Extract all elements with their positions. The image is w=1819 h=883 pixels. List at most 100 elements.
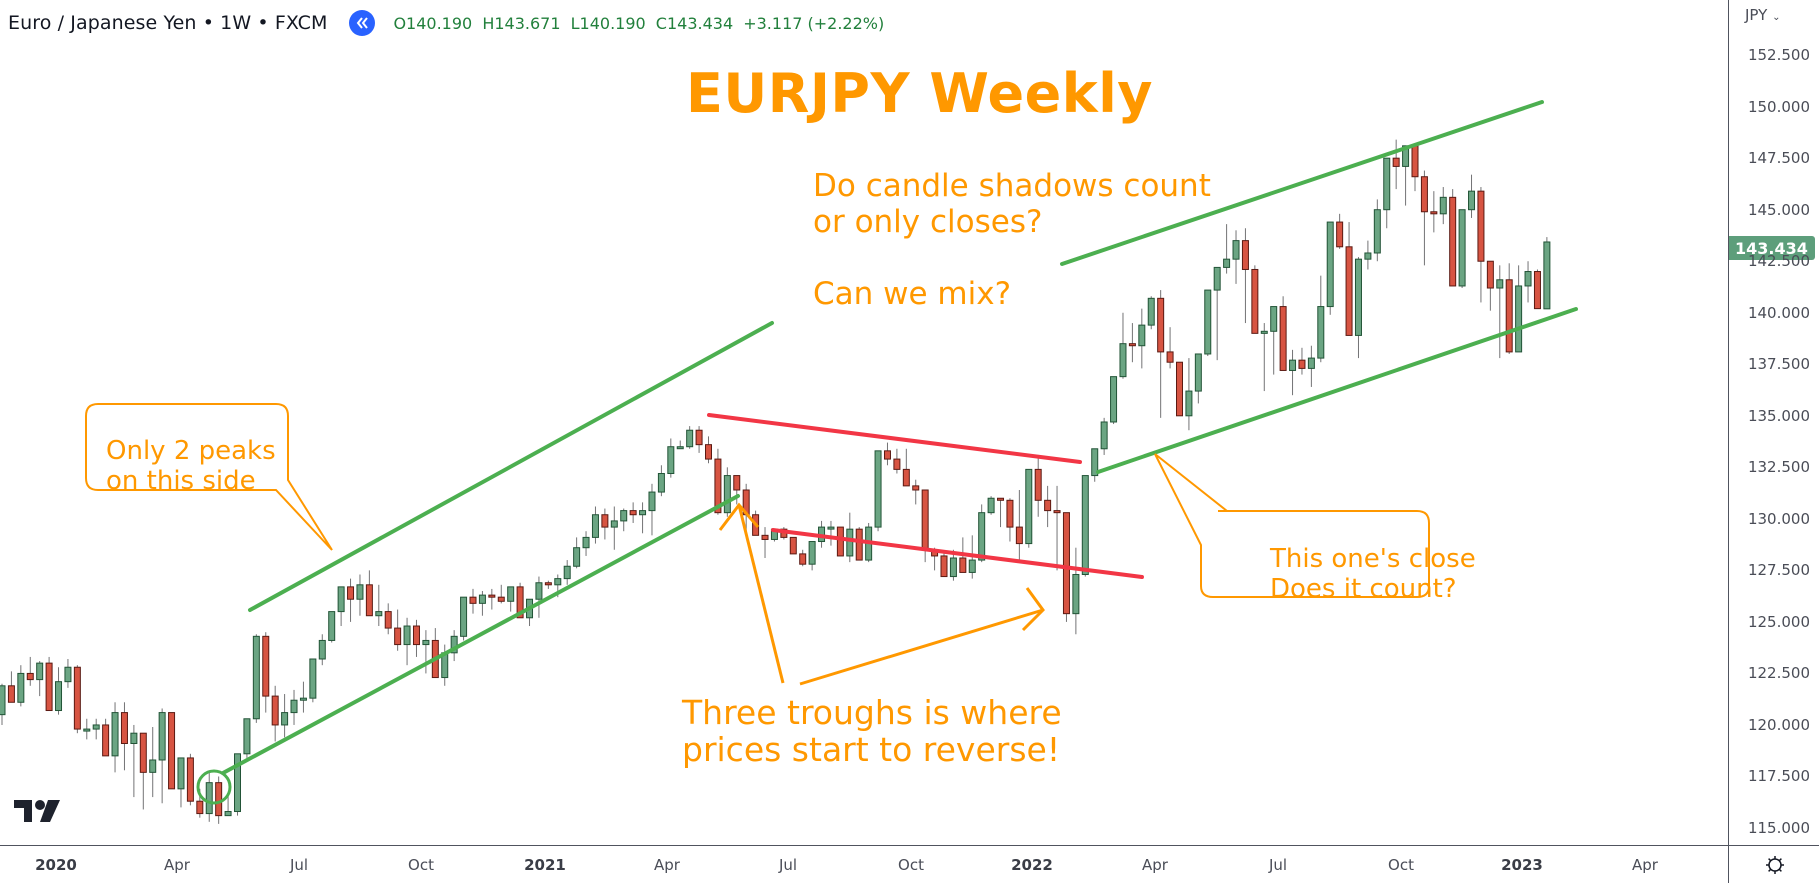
callout-peaks-bubble [85,403,333,551]
chevron-down-icon: ⌄ [1772,12,1781,23]
candle [83,728,91,732]
candle [874,450,882,528]
candle [1383,157,1391,211]
candle [1533,271,1541,310]
candle [648,491,656,512]
channel-lower-2022-line[interactable] [1096,307,1578,474]
current-price-label: 143.434 [1729,236,1815,260]
ohlc-low: L140.190 [570,13,646,33]
chart-annotation-title: EURJPY Weekly [686,62,1153,125]
red-channel-lower-line[interactable] [771,528,1144,579]
double-chevron-left-icon[interactable] [349,10,376,36]
channel-upper-2020-line[interactable] [248,321,774,612]
candle [1157,297,1165,353]
price-tick-label: 122.500 [1747,664,1810,683]
candle [1430,211,1438,215]
candle [1025,468,1033,545]
chart-settings-button[interactable] [1728,845,1819,883]
candle [1496,279,1504,289]
candle [1176,361,1183,417]
candle [1468,190,1476,211]
candle [1223,258,1231,268]
candle [601,514,609,528]
candle [1307,357,1315,369]
time-tick-label: 2023 [1501,856,1543,874]
price-tick-label: 127.500 [1747,561,1810,580]
price-tick-label: 140.000 [1747,303,1810,322]
candle [1091,448,1099,477]
time-tick-label: Jul [778,856,798,874]
channel-lower-2020-line[interactable] [221,494,740,775]
time-axis[interactable]: 2020 Apr Jul Oct 2021 Apr Jul Oct 2022 Apr Jul Oct 2… [0,845,1728,883]
candle [1364,252,1372,260]
candle [365,584,373,617]
candle [1420,176,1428,213]
currency-selector[interactable]: JPY ⌄ [1745,6,1781,24]
candle [657,473,665,493]
candle [1439,196,1447,215]
candle [1044,499,1052,512]
annotation-arrows [85,403,1430,686]
candle [846,528,854,557]
candle [120,712,128,744]
candlestick-chart[interactable] [0,0,1728,845]
swing-low-circle[interactable] [196,769,232,805]
time-tick-label: Oct [898,856,924,874]
candle [205,782,213,815]
price-tick-label: 135.000 [1747,406,1810,425]
price-tick-label: 115.000 [1747,819,1810,837]
candle [610,520,618,528]
price-tick-label: 120.000 [1747,715,1810,734]
price-tick-label: 145.000 [1747,200,1810,219]
candle [1185,390,1193,417]
ohlc-values: O140.190 H143.671 L140.190 C143.434 +3.1… [393,14,889,33]
tradingview-logo[interactable] [14,800,60,828]
candle [573,547,581,567]
candle [1204,289,1212,355]
symbol-title[interactable]: Euro / Japanese Yen • 1W • FXCM [8,12,328,34]
candle [1128,343,1136,347]
trendline-drawings[interactable] [196,100,1578,805]
channel-upper-2022-line[interactable] [1060,100,1544,266]
candle [639,510,647,516]
red-channel-upper-line[interactable] [707,413,1082,464]
callout-close-bubble [1154,453,1430,598]
candle [808,541,816,565]
candle [1279,306,1287,371]
candle [497,596,505,602]
candle [883,450,891,460]
candle [328,611,336,641]
ohlc-high: H143.671 [482,13,561,33]
candle [1505,279,1513,353]
candle [488,594,496,598]
candle [1241,240,1249,270]
candle [1166,351,1174,363]
candle [177,757,185,790]
candle [1336,221,1344,248]
candle [940,555,948,578]
time-tick-label: Jul [1268,856,1288,874]
candle [1072,573,1080,615]
candle [215,782,223,817]
price-axis[interactable]: JPY ⌄ 143.434 152.500 150.000 147.500 145.0… [1728,0,1819,845]
candle [111,712,119,757]
candle [1354,258,1362,336]
candle [1251,268,1259,334]
candle [544,582,552,586]
time-tick-label: Apr [1142,856,1168,874]
candle [469,596,477,604]
candle [997,497,1005,501]
time-tick-label: Oct [408,856,434,874]
candle [309,658,317,699]
candle [705,444,712,460]
candle [1270,306,1278,332]
ohlc-open: O140.190 [393,13,473,33]
candle [394,627,402,646]
candle [1411,145,1419,178]
time-tick-label: Apr [654,856,680,874]
candle [26,672,34,681]
candle [36,662,44,681]
price-tick-label: 152.500 [1747,46,1810,65]
candle [1524,271,1532,287]
price-tick-label: 142.500 [1747,252,1810,271]
